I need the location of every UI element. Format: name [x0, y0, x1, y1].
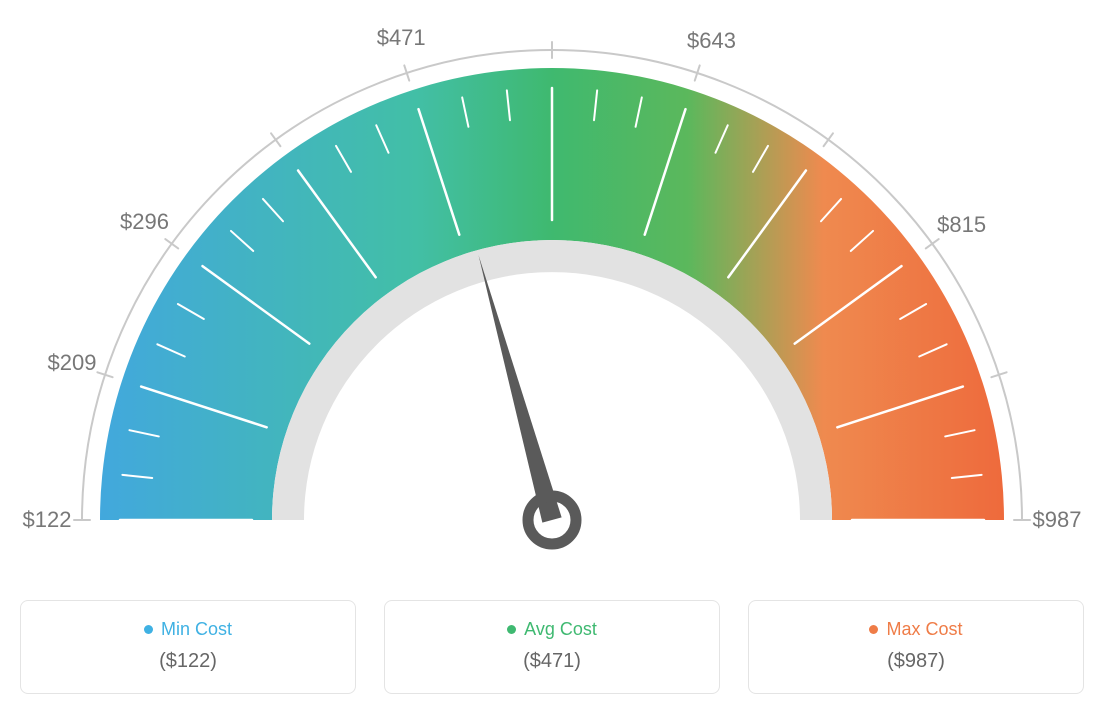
- legend-dot-min: [144, 625, 153, 634]
- legend-label-max: Max Cost: [886, 619, 962, 640]
- gauge-tick-label: $122: [23, 507, 72, 533]
- legend-label-avg: Avg Cost: [524, 619, 597, 640]
- legend-card-avg: Avg Cost ($471): [384, 600, 720, 694]
- gauge-tick-label: $643: [687, 28, 736, 54]
- legend-value-max: ($987): [769, 650, 1063, 673]
- legend-label-min: Min Cost: [161, 619, 232, 640]
- legend-card-min: Min Cost ($122): [20, 600, 356, 694]
- legend-title-avg: Avg Cost: [507, 619, 597, 640]
- legend-value-avg: ($471): [405, 650, 699, 673]
- gauge-tick-label: $209: [48, 350, 97, 376]
- gauge-chart-container: $122 $209 $296 $471 $643 $815 $987 Min Cost ($…: [20, 20, 1084, 694]
- legend-title-max: Max Cost: [869, 619, 962, 640]
- gauge-tick-label: $815: [937, 212, 986, 238]
- legend-dot-max: [869, 625, 878, 634]
- legend-card-max: Max Cost ($987): [748, 600, 1084, 694]
- legend-dot-avg: [507, 625, 516, 634]
- legend-row: Min Cost ($122) Avg Cost ($471) Max Cost…: [20, 600, 1084, 694]
- legend-title-min: Min Cost: [144, 619, 232, 640]
- gauge-tick-label: $296: [120, 209, 169, 235]
- gauge-tick-label: $471: [377, 25, 426, 51]
- gauge-tick-label: $987: [1033, 507, 1082, 533]
- gauge-area: $122 $209 $296 $471 $643 $815 $987: [20, 20, 1084, 580]
- gauge-svg: [20, 20, 1084, 580]
- legend-value-min: ($122): [41, 650, 335, 673]
